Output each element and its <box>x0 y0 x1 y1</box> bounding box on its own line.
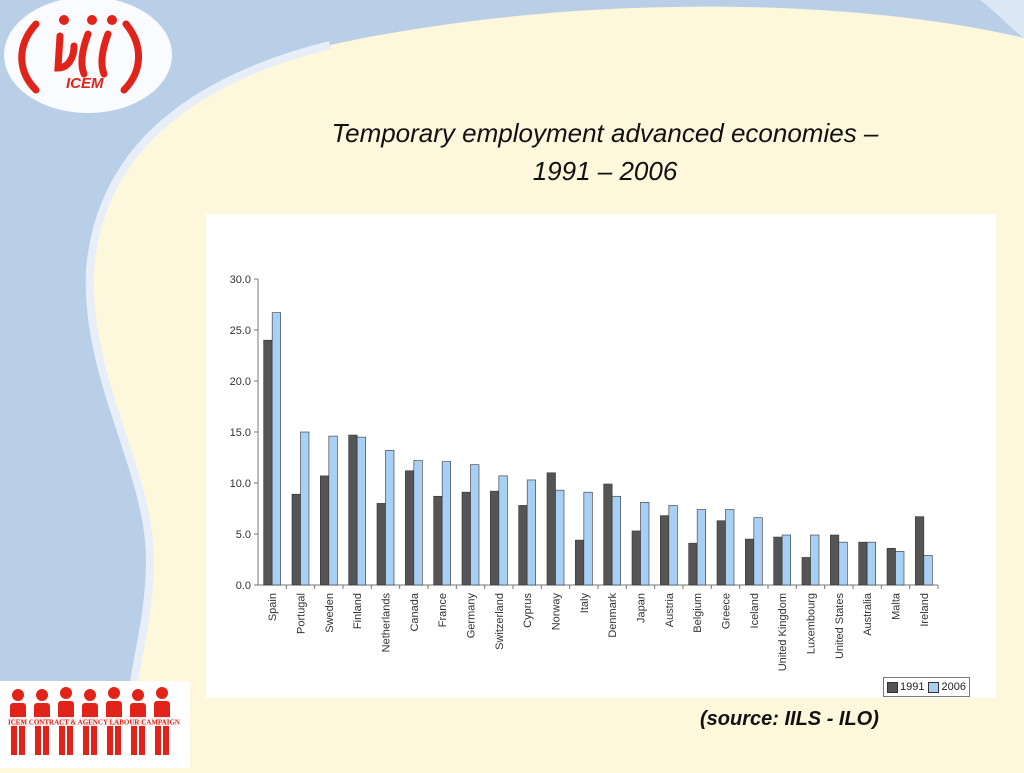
bar-1991-united-states <box>830 534 840 586</box>
bar-2006-germany <box>470 464 480 586</box>
x-tick-label: Switzerland <box>494 593 506 650</box>
bar-1991-canada <box>405 470 415 586</box>
x-tick-label: Malta <box>891 592 903 620</box>
legend-swatch-1991 <box>887 681 898 693</box>
bar-2006-australia <box>866 541 876 586</box>
bar-1991-france <box>433 495 443 586</box>
bar-1991-norway <box>546 472 556 586</box>
legend-label-1991: 1991 <box>900 681 925 693</box>
x-tick-label: Iceland <box>749 593 761 628</box>
x-tick-label: United Kingdom <box>777 593 789 671</box>
logo-bottom-text: ICEM CONTRACT & AGENCY LABOUR CAMPAIGN <box>8 719 180 727</box>
x-tick-label: Ireland <box>919 593 931 627</box>
bar-1991-luxembourg <box>801 557 811 586</box>
bar-1991-germany <box>461 491 471 586</box>
bar-2006-united-kingdom <box>781 534 791 586</box>
bar-2006-canada <box>413 460 423 586</box>
bar-1991-cyprus <box>518 505 528 586</box>
bar-2006-france <box>441 461 451 586</box>
source-note: (source: IILS - ILO) <box>700 708 879 730</box>
bar-1991-switzerland <box>490 490 500 586</box>
bar-1991-portugal <box>291 493 301 586</box>
bar-2006-greece <box>725 509 735 586</box>
slide-title: Temporary employment advanced economies … <box>250 114 960 190</box>
bar-2006-sweden <box>328 435 338 586</box>
bar-chart: 0.0 5.0 10.0 15.0 20.0 25.0 30.0 Spain Portugal S… <box>230 274 939 671</box>
x-tick-label: Cyprus <box>522 593 534 628</box>
x-tick-label: France <box>437 593 449 627</box>
bar-1991-austria <box>660 515 670 586</box>
x-tick-label: Denmark <box>607 593 619 638</box>
x-tick-label: Sweden <box>324 593 336 633</box>
x-tick-label: Greece <box>721 593 733 629</box>
title-line-2: 1991 – 2006 <box>532 156 678 186</box>
x-tick-label: Finland <box>352 593 364 629</box>
bar-1991-iceland <box>745 538 755 586</box>
bar-1991-greece <box>716 520 726 586</box>
icem-logo: ICEM <box>8 6 168 111</box>
x-tick-label: Australia <box>862 592 874 636</box>
bar-1991-malta <box>886 547 896 586</box>
bar-2006-luxembourg <box>810 534 820 586</box>
bar-1991-italy <box>575 539 585 586</box>
chart-panel: 0.0 5.0 10.0 15.0 20.0 25.0 30.0 Spain Portugal S… <box>206 214 996 698</box>
y-tick-label: 30.0 <box>230 274 251 286</box>
bar-2006-belgium <box>696 509 706 586</box>
y-tick-label: 15.0 <box>230 427 251 439</box>
x-tick-label: Spain <box>267 593 279 621</box>
bar-1991-sweden <box>320 475 330 586</box>
x-tick-label: Germany <box>466 593 478 639</box>
bar-1991-netherlands <box>376 503 386 586</box>
bar-1991-belgium <box>688 542 698 586</box>
bar-1991-australia <box>858 541 868 586</box>
bar-2006-portugal <box>300 431 310 586</box>
x-tick-label: United States <box>834 593 846 660</box>
bar-1991-denmark <box>603 483 613 586</box>
x-tick-label: Austria <box>664 592 676 627</box>
bar-2006-italy <box>583 491 593 586</box>
bar-2006-switzerland <box>498 475 508 586</box>
y-tick-label: 5.0 <box>236 529 251 541</box>
legend-item-1991: 1991 <box>887 679 924 695</box>
bar-2006-norway <box>555 489 565 586</box>
bar-2006-cyprus <box>526 479 536 586</box>
x-tick-label: Canada <box>409 592 421 631</box>
bar-1991-united-kingdom <box>773 536 783 586</box>
bar-2006-iceland <box>753 517 763 586</box>
bar-2006-malta <box>895 551 905 586</box>
bar-1991-japan <box>631 530 641 586</box>
bar-2006-finland <box>356 436 366 586</box>
x-tick-label: Portugal <box>296 593 308 634</box>
bar-2006-spain <box>271 312 281 586</box>
bar-1991-spain <box>263 339 273 586</box>
bar-1991-finland <box>348 434 358 586</box>
title-line-1: Temporary employment advanced economies … <box>331 118 879 148</box>
chart-legend: 1991 2006 <box>883 677 970 697</box>
x-tick-label: Norway <box>551 593 563 631</box>
x-tick-label: Belgium <box>692 593 704 633</box>
logo-top-text: ICEM <box>66 75 104 92</box>
y-tick-label: 0.0 <box>236 580 251 592</box>
bar-2006-netherlands <box>385 450 395 586</box>
bar-2006-austria <box>668 505 678 586</box>
x-tick-label: Italy <box>579 593 591 614</box>
bar-2006-denmark <box>611 495 621 586</box>
x-tick-label: Netherlands <box>381 593 393 653</box>
y-tick-label: 10.0 <box>230 478 251 490</box>
bar-1991-ireland <box>915 516 925 586</box>
bar-2006-ireland <box>923 555 933 586</box>
legend-label-2006: 2006 <box>941 681 966 693</box>
x-tick-label: Luxembourg <box>806 593 818 654</box>
campaign-logo: ICEM CONTRACT & AGENCY LABOUR CAMPAIGN <box>0 681 190 768</box>
bar-2006-united-states <box>838 541 848 586</box>
legend-item-2006: 2006 <box>928 679 966 695</box>
legend-swatch-2006 <box>928 681 940 693</box>
y-tick-label: 20.0 <box>230 376 251 388</box>
bar-2006-japan <box>640 502 650 586</box>
x-tick-label: Japan <box>636 593 648 623</box>
y-tick-label: 25.0 <box>230 325 251 337</box>
